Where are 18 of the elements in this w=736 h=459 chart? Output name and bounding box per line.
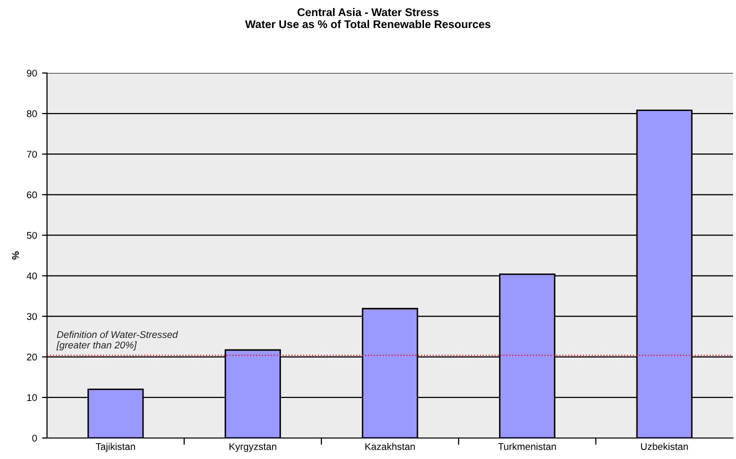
ref-line-label: Definition of Water-Stressed [greater than 20%] <box>56 330 178 350</box>
y-tick-label: 20 <box>26 354 37 361</box>
x-tick-label: Uzbekistan <box>641 442 688 450</box>
y-tick-label: 60 <box>26 191 37 198</box>
y-axis-title: % <box>12 251 19 260</box>
y-tick-label: 40 <box>26 272 37 280</box>
y-tick-label: 10 <box>27 394 37 402</box>
y-tick-label: 90 <box>26 70 37 77</box>
x-tick-label: Turkmenistan <box>498 442 556 450</box>
x-tick-label: Tajikistan <box>96 442 135 452</box>
y-tick-label: 30 <box>26 313 37 320</box>
y-tick-label: 80 <box>26 110 37 118</box>
y-tick-label: 50 <box>26 232 37 239</box>
chart-title: Central Asia - Water Stress Water Use as % of Total Renewable Resources <box>245 8 490 28</box>
x-tick-label: Kazakhstan <box>365 442 415 450</box>
y-tick-label: 0 <box>32 434 37 442</box>
y-tick-label: 70 <box>26 150 37 158</box>
x-tick-label: Kyrgyzstan <box>230 443 276 452</box>
